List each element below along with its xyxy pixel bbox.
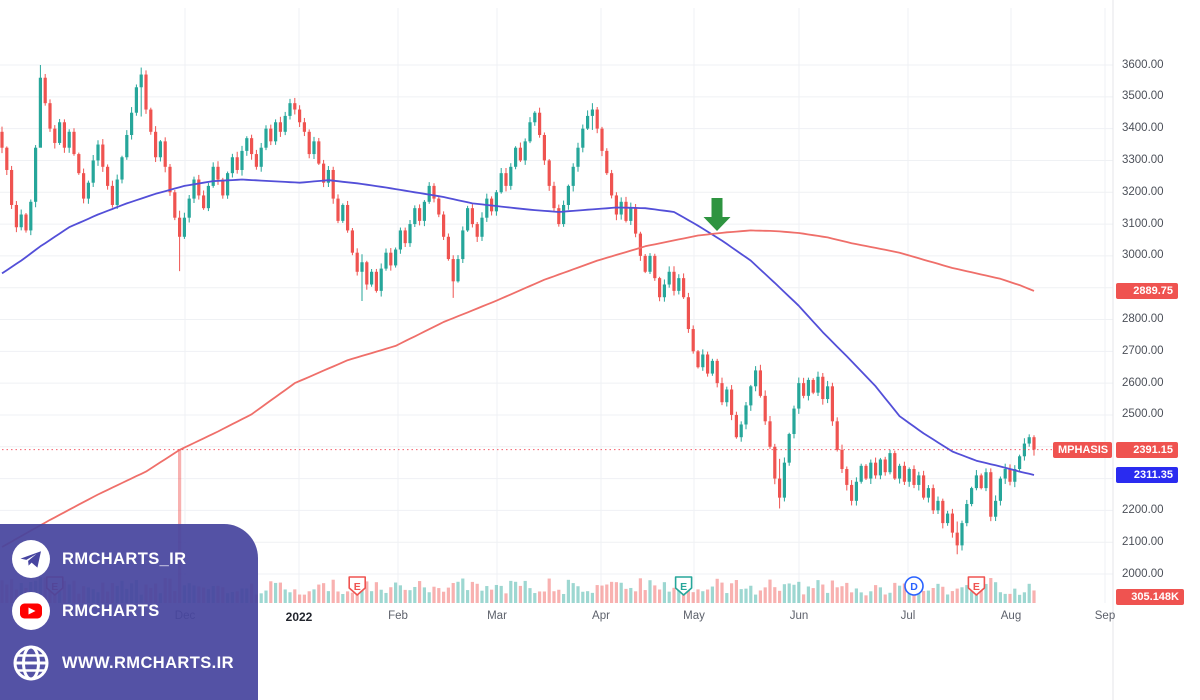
price-tick-label: 2500.00 — [1122, 408, 1164, 421]
fast-ma-line — [1, 178, 1035, 476]
time-tick-label: Feb — [388, 610, 408, 622]
price-tick-label: 3500.00 — [1122, 90, 1164, 103]
watermark-youtube-row: RMCHARTS — [12, 592, 258, 630]
watermark-telegram-row: RMCHARTS_IR — [12, 540, 258, 578]
earnings-marker[interactable]: E — [348, 576, 367, 596]
price-axis[interactable]: 3600.00 3500.00 3400.00 3300.00 3200.00 3100.… — [1113, 0, 1200, 700]
watermark-youtube-label: RMCHARTS — [62, 601, 160, 620]
last-price-badge: 2391.15 — [1116, 441, 1178, 458]
svg-text:E: E — [354, 581, 361, 593]
brand-watermark: RMCHARTS_IR RMCHARTS WWW.RMCHARTS.IR — [0, 524, 258, 700]
price-tick-label: 3000.00 — [1122, 249, 1164, 262]
earnings-marker[interactable]: E — [674, 576, 693, 596]
slow-ma-line — [1, 229, 1035, 548]
svg-text:D: D — [910, 581, 918, 593]
time-tick-label: 2022 — [285, 610, 313, 624]
fast-ma-price-badge: 2311.35 — [1116, 466, 1178, 483]
price-tick-label: 3100.00 — [1122, 217, 1164, 230]
price-tick-label: 2800.00 — [1122, 313, 1164, 325]
price-tick-label: 2600.00 — [1122, 376, 1164, 389]
price-tick-label: 3300.00 — [1122, 153, 1164, 166]
time-tick-label: Mar — [487, 610, 507, 622]
time-tick-label: May — [683, 610, 705, 622]
last-volume-badge: 305.148K — [1116, 589, 1184, 605]
down-arrow-annotation — [703, 198, 731, 231]
time-tick-label: Jun — [789, 610, 809, 622]
candles — [0, 65, 1036, 555]
price-tick-label: 2000.00 — [1122, 567, 1164, 580]
slow-ma-price-badge: 2889.75 — [1116, 282, 1178, 299]
watermark-website-row: WWW.RMCHARTS.IR — [12, 644, 258, 682]
earnings-marker[interactable]: E — [967, 576, 986, 596]
dividend-marker[interactable]: D — [904, 576, 924, 596]
svg-text:E: E — [680, 581, 687, 593]
time-tick-label: Jul — [900, 610, 916, 622]
svg-text:E: E — [973, 581, 980, 593]
price-tick-label: 2700.00 — [1122, 344, 1164, 357]
price-tick-label: 2200.00 — [1122, 503, 1164, 516]
price-tick-label: 3600.00 — [1122, 58, 1164, 71]
price-tick-label: 3200.00 — [1122, 185, 1164, 198]
telegram-icon — [12, 540, 50, 578]
price-tick-label: 2100.00 — [1122, 535, 1164, 548]
globe-icon — [13, 645, 49, 681]
time-tick-label: Aug — [1000, 610, 1022, 622]
watermark-telegram-label: RMCHARTS_IR — [62, 549, 187, 568]
price-tick-label: 3400.00 — [1122, 122, 1164, 135]
time-tick-label: Sep — [1094, 610, 1116, 622]
time-tick-label: Apr — [592, 610, 610, 622]
youtube-icon — [12, 592, 50, 630]
watermark-website-label: WWW.RMCHARTS.IR — [62, 653, 234, 672]
symbol-label-badge: MPHASIS — [1053, 441, 1112, 458]
